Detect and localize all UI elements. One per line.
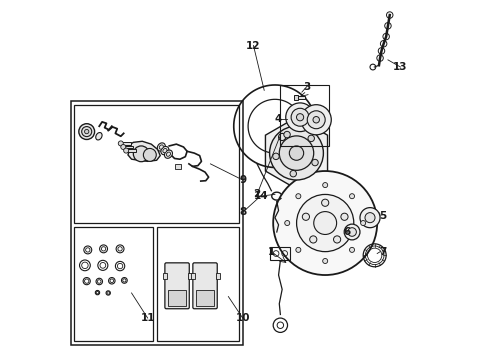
Bar bbox=[156, 226, 239, 341]
Circle shape bbox=[307, 135, 314, 141]
Text: 14: 14 bbox=[253, 191, 267, 201]
Bar bbox=[121, 142, 131, 145]
Bar bbox=[74, 105, 239, 223]
Circle shape bbox=[133, 146, 149, 162]
Circle shape bbox=[322, 183, 327, 188]
Text: 12: 12 bbox=[246, 41, 260, 50]
Text: 2: 2 bbox=[253, 189, 260, 199]
Circle shape bbox=[347, 228, 356, 236]
Ellipse shape bbox=[159, 145, 163, 149]
Circle shape bbox=[349, 194, 354, 199]
Circle shape bbox=[359, 208, 379, 228]
Circle shape bbox=[296, 114, 303, 121]
Bar bbox=[74, 226, 153, 341]
Circle shape bbox=[349, 247, 354, 252]
Circle shape bbox=[289, 170, 296, 177]
Ellipse shape bbox=[163, 148, 166, 153]
Circle shape bbox=[313, 212, 336, 234]
Bar bbox=[126, 149, 136, 152]
Circle shape bbox=[295, 247, 300, 252]
Ellipse shape bbox=[96, 132, 102, 140]
Bar bbox=[191, 273, 195, 279]
FancyBboxPatch shape bbox=[164, 263, 189, 309]
Text: 1: 1 bbox=[267, 247, 274, 257]
Circle shape bbox=[284, 221, 289, 226]
Polygon shape bbox=[128, 141, 160, 161]
Text: 10: 10 bbox=[235, 313, 249, 323]
Circle shape bbox=[283, 131, 290, 138]
Circle shape bbox=[333, 236, 340, 243]
Circle shape bbox=[279, 136, 313, 170]
FancyBboxPatch shape bbox=[192, 263, 217, 309]
Bar bbox=[188, 273, 191, 279]
Circle shape bbox=[273, 171, 376, 275]
Bar bbox=[216, 273, 219, 279]
Text: 11: 11 bbox=[140, 313, 155, 323]
Circle shape bbox=[301, 105, 330, 135]
Text: 6: 6 bbox=[343, 227, 349, 237]
Circle shape bbox=[289, 146, 303, 160]
Circle shape bbox=[311, 159, 318, 166]
Circle shape bbox=[121, 144, 125, 149]
Circle shape bbox=[321, 199, 328, 206]
Circle shape bbox=[79, 124, 94, 139]
Text: 13: 13 bbox=[392, 62, 407, 72]
Text: 3: 3 bbox=[303, 82, 310, 92]
Circle shape bbox=[269, 126, 323, 180]
Circle shape bbox=[312, 117, 319, 123]
Text: 5: 5 bbox=[378, 211, 386, 221]
Circle shape bbox=[81, 127, 92, 136]
Text: 7: 7 bbox=[378, 247, 386, 257]
Circle shape bbox=[360, 221, 365, 226]
Bar bbox=[296, 96, 305, 99]
Circle shape bbox=[322, 258, 327, 264]
Text: 9: 9 bbox=[239, 175, 246, 185]
Ellipse shape bbox=[164, 150, 172, 158]
Bar bbox=[167, 289, 186, 306]
Circle shape bbox=[118, 141, 123, 146]
Bar bbox=[70, 101, 242, 345]
Circle shape bbox=[302, 213, 309, 220]
Text: 8: 8 bbox=[239, 207, 246, 217]
Circle shape bbox=[84, 130, 89, 134]
Polygon shape bbox=[265, 117, 327, 189]
Circle shape bbox=[295, 194, 300, 199]
Ellipse shape bbox=[166, 152, 170, 156]
Circle shape bbox=[296, 194, 353, 252]
Circle shape bbox=[306, 111, 325, 129]
Bar bbox=[174, 164, 181, 169]
Circle shape bbox=[309, 236, 316, 243]
Circle shape bbox=[285, 103, 314, 132]
Text: 4: 4 bbox=[274, 114, 282, 124]
Circle shape bbox=[123, 148, 128, 153]
Bar bbox=[163, 273, 167, 279]
Bar bbox=[123, 145, 133, 148]
Circle shape bbox=[272, 153, 279, 159]
Circle shape bbox=[364, 213, 374, 223]
Circle shape bbox=[143, 148, 156, 161]
Bar bbox=[279, 85, 328, 146]
Bar bbox=[195, 289, 214, 306]
Bar bbox=[293, 95, 297, 100]
Circle shape bbox=[344, 224, 359, 240]
Bar bbox=[270, 247, 290, 260]
Circle shape bbox=[340, 213, 347, 220]
Ellipse shape bbox=[157, 143, 165, 151]
Ellipse shape bbox=[161, 147, 168, 155]
Circle shape bbox=[290, 108, 308, 126]
